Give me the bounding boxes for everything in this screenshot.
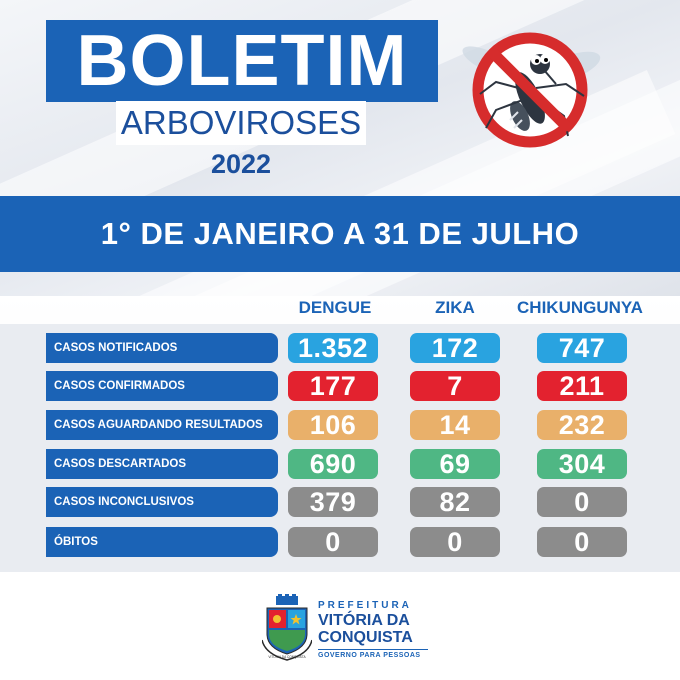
cell-aguardando-chikungunya: 232 <box>537 410 627 440</box>
no-mosquito-icon <box>462 32 601 148</box>
cell-inconclusivos-chikungunya: 0 <box>537 487 627 517</box>
cell-inconclusivos-zika: 82 <box>410 487 500 517</box>
header-area: BOLETIM ARBOVIROSES 2022 1° DE JANEIRO A… <box>0 0 680 296</box>
cell-notificados-chikungunya: 747 <box>537 333 627 363</box>
cell-descartados-zika: 69 <box>410 449 500 479</box>
cell-obitos-chikungunya: 0 <box>537 527 627 557</box>
city-name-line2: CONQUISTA <box>318 629 413 646</box>
cell-notificados-dengue: 1.352 <box>288 333 378 363</box>
city-name: VITÓRIA DA CONQUISTA <box>318 612 448 646</box>
bulletin-subtitle: ARBOVIROSES <box>116 101 366 145</box>
column-header-zika: ZIKA <box>435 298 475 317</box>
cases-table: DENGUE ZIKA CHIKUNGUNYA CASOS NOTIFICADO… <box>0 296 680 572</box>
bulletin-title: BOLETIM <box>46 20 438 102</box>
cell-descartados-chikungunya: 304 <box>537 449 627 479</box>
cell-aguardando-zika: 14 <box>410 410 500 440</box>
cell-obitos-dengue: 0 <box>288 527 378 557</box>
cell-descartados-dengue: 690 <box>288 449 378 479</box>
prefeitura-label: PREFEITURA <box>318 600 412 611</box>
city-crest-logo: VITÓRIA DA CONQUISTA <box>262 594 312 661</box>
period-banner: 1° DE JANEIRO A 31 DE JULHO <box>0 196 680 272</box>
city-name-line1: VITÓRIA DA <box>318 612 410 629</box>
column-header-chikungunya: CHIKUNGUNYA <box>517 298 643 317</box>
cell-confirmados-dengue: 177 <box>288 371 378 401</box>
column-header-dengue: DENGUE <box>298 298 372 317</box>
row-label-inconclusivos: CASOS INCONCLUSIVOS <box>46 487 278 517</box>
row-label-aguardando: CASOS AGUARDANDO RESULTADOS <box>46 410 278 440</box>
cell-confirmados-zika: 7 <box>410 371 500 401</box>
row-label-obitos: ÓBITOS <box>46 527 278 557</box>
cell-aguardando-dengue: 106 <box>288 410 378 440</box>
cell-notificados-zika: 172 <box>410 333 500 363</box>
row-label-confirmados: CASOS CONFIRMADOS <box>46 371 278 401</box>
cell-confirmados-chikungunya: 211 <box>537 371 627 401</box>
row-label-descartados: CASOS DESCARTADOS <box>46 449 278 479</box>
footer: VITÓRIA DA CONQUISTA PREFEITURA VITÓRIA … <box>0 572 680 680</box>
row-label-notificados: CASOS NOTIFICADOS <box>46 333 278 363</box>
cell-inconclusivos-dengue: 379 <box>288 487 378 517</box>
government-slogan: GOVERNO PARA PESSOAS <box>318 649 428 659</box>
crest-ribbon-text: VITÓRIA DA CONQUISTA <box>268 654 306 659</box>
bulletin-year: 2022 <box>210 148 272 179</box>
cell-obitos-zika: 0 <box>410 527 500 557</box>
